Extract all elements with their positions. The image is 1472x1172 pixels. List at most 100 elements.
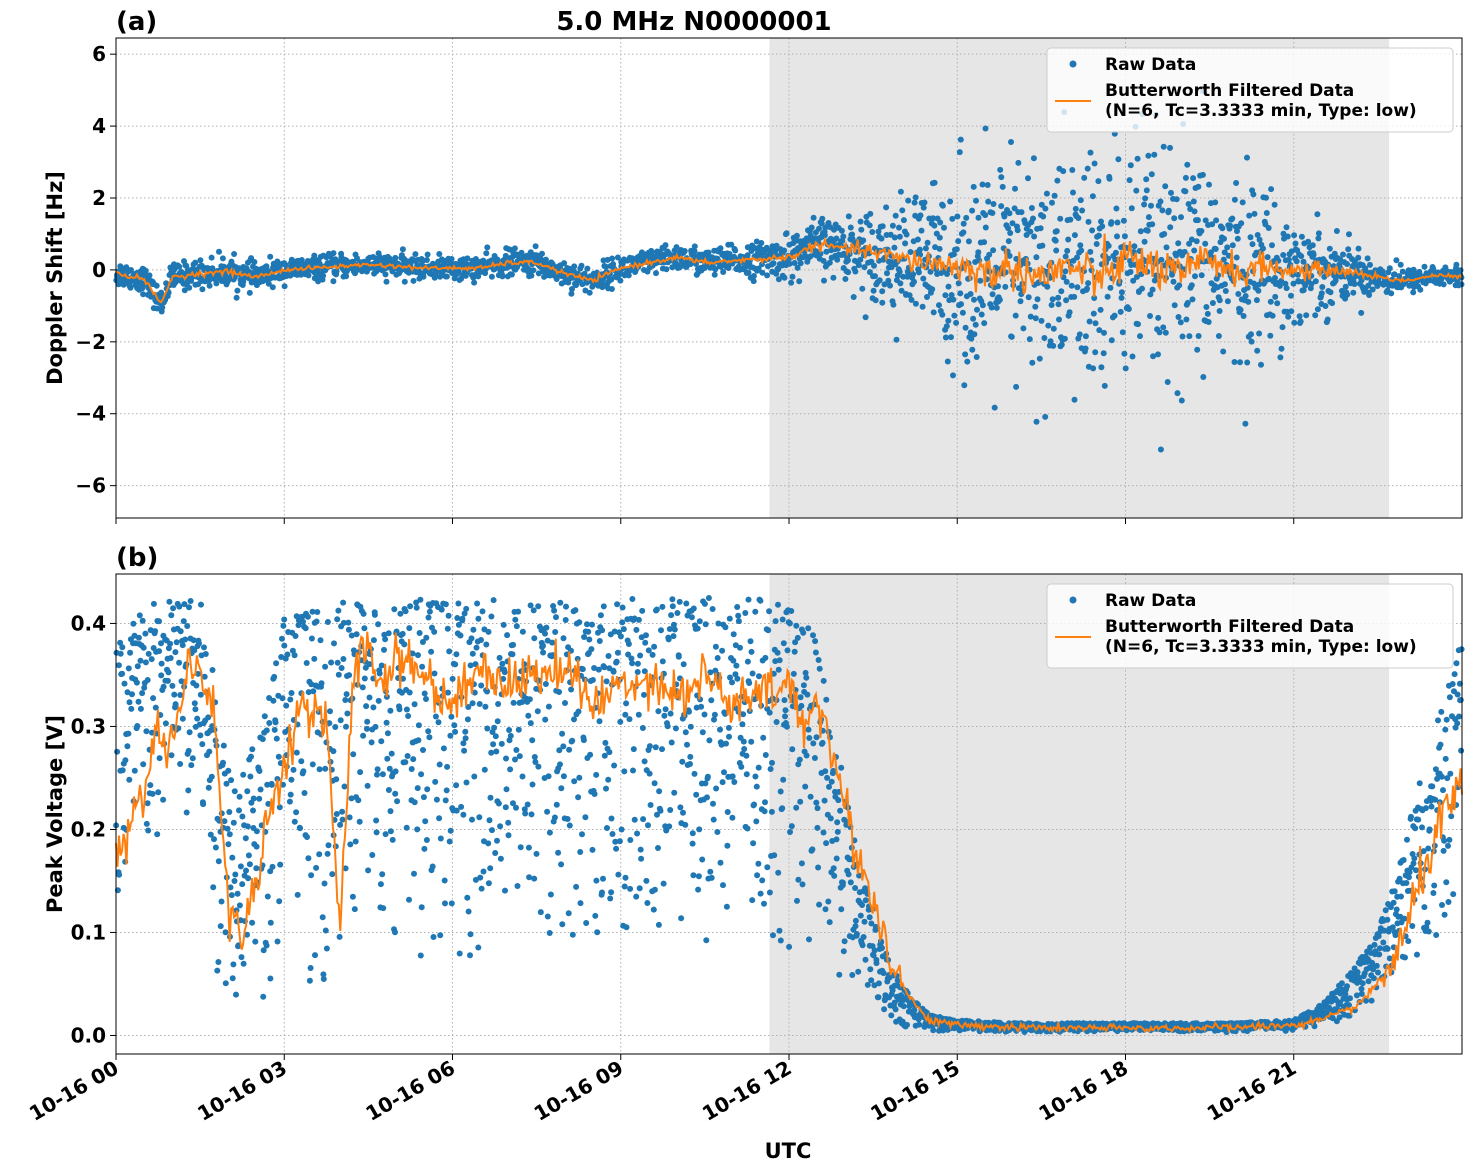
a-raw-point [1251, 210, 1258, 217]
b-raw-point [630, 746, 637, 753]
b-raw-point [724, 809, 731, 815]
a-raw-point [1181, 248, 1188, 255]
b-raw-point [806, 936, 812, 943]
a-raw-point [159, 304, 166, 311]
b-raw-point [836, 971, 843, 978]
a-raw-point [176, 263, 183, 270]
b-raw-point [712, 643, 719, 650]
b-raw-point [402, 759, 409, 766]
b-raw-point [665, 636, 672, 643]
b-raw-point [507, 732, 514, 739]
a-raw-point [1263, 194, 1269, 201]
a-raw-point [1185, 201, 1192, 207]
b-raw-point [579, 831, 585, 838]
a-raw-point [979, 181, 986, 188]
b-raw-point [199, 741, 206, 748]
b-raw-point [267, 868, 274, 875]
b-raw-point [276, 898, 283, 905]
a-raw-point [604, 256, 611, 263]
a-raw-point [936, 234, 943, 241]
b-raw-point [142, 659, 149, 666]
b-raw-point [423, 634, 430, 641]
b-raw-point [277, 861, 284, 868]
b-raw-point [127, 649, 134, 656]
a-raw-point [1212, 199, 1219, 206]
a-raw-point [1045, 322, 1052, 329]
b-raw-point [252, 938, 259, 945]
a-raw-point [392, 254, 399, 261]
b-raw-point [115, 662, 122, 669]
b-raw-point [569, 737, 576, 744]
b-raw-point [403, 824, 410, 831]
b-raw-point [659, 658, 666, 665]
a-raw-point [1141, 238, 1148, 245]
b-raw-point [497, 823, 504, 830]
b-raw-point [510, 800, 516, 807]
b-raw-point [456, 950, 463, 957]
a-raw-point [1188, 282, 1195, 289]
a-raw-point [1142, 195, 1149, 202]
b-raw-point [593, 771, 600, 778]
b-raw-point [795, 876, 802, 883]
b-raw-point [503, 786, 510, 793]
a-raw-point [1025, 175, 1031, 182]
b-raw-point [875, 980, 882, 987]
b-raw-point [271, 726, 278, 733]
a-raw-point [246, 289, 253, 296]
b-raw-point [117, 650, 124, 657]
b-raw-point [992, 1028, 998, 1034]
b-raw-point [267, 919, 274, 926]
b-raw-point [311, 655, 318, 662]
a-raw-point [1205, 319, 1212, 325]
b-raw-point [461, 610, 468, 617]
b-raw-point [345, 626, 352, 633]
b-raw-point [826, 783, 832, 790]
b-raw-point [383, 693, 390, 700]
a-raw-point [586, 289, 593, 296]
b-raw-point [779, 616, 786, 623]
b-raw-point [571, 716, 577, 723]
a-raw-point [818, 220, 825, 227]
a-raw-point [866, 269, 873, 276]
b-raw-point [805, 625, 812, 632]
b-raw-point [717, 859, 724, 866]
a-raw-point [879, 288, 886, 295]
b-raw-point [577, 900, 584, 907]
a-raw-point [530, 267, 537, 274]
b-raw-point [597, 612, 604, 619]
a-raw-point [1114, 219, 1121, 226]
a-raw-point [1171, 302, 1178, 309]
a-raw-point [1220, 256, 1227, 263]
a-raw-point [845, 213, 852, 220]
b-raw-point [437, 932, 444, 939]
b-raw-point [535, 603, 542, 610]
b-raw-point [607, 895, 614, 902]
b-raw-point [645, 822, 651, 829]
b-raw-point [761, 808, 768, 815]
b-raw-point [871, 982, 878, 989]
a-raw-point [890, 301, 897, 308]
a-raw-point [1005, 238, 1012, 245]
a-raw-point [1095, 232, 1102, 239]
b-raw-point [128, 705, 135, 712]
b-raw-point [621, 768, 628, 775]
a-raw-point [1120, 217, 1127, 224]
b-raw-point [694, 625, 701, 632]
b-raw-point [467, 662, 474, 669]
b-raw-point [135, 634, 142, 641]
b-raw-point [425, 614, 432, 621]
b-raw-point [710, 800, 716, 807]
a-raw-point [1249, 241, 1256, 248]
b-raw-point [629, 596, 636, 602]
b-raw-point [500, 621, 507, 628]
b-raw-point [679, 758, 686, 765]
b-raw-point [582, 814, 589, 821]
a-raw-point [981, 320, 988, 327]
b-raw-point [267, 975, 274, 982]
b-raw-point [696, 826, 703, 833]
b-raw-point [571, 778, 578, 785]
b-raw-point [281, 642, 288, 649]
b-raw-point [766, 889, 773, 896]
b-raw-point [706, 737, 713, 744]
b-raw-point [458, 803, 465, 810]
